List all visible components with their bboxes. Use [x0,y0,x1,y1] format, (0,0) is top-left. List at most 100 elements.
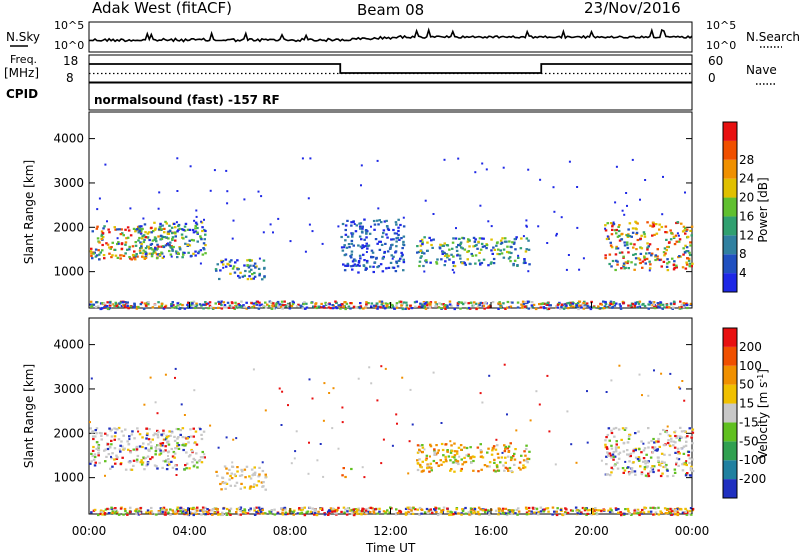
noise-cell [669,372,672,375]
range-cell [398,259,401,262]
range-cell [643,235,647,238]
range-cell [382,229,386,232]
range-cell [655,223,658,226]
range-cell [359,302,362,305]
range-cell [159,442,162,445]
range-cell [242,304,245,307]
range-cell [444,307,447,310]
range-cell [627,304,630,307]
noise-cell [503,363,506,366]
range-cell [358,254,362,257]
range-cell [201,226,204,229]
range-cell [327,513,330,516]
range-cell [365,242,368,245]
noise-cell [360,164,363,167]
range-cell [451,513,454,516]
range-cell [565,508,568,511]
range-cell [442,454,445,457]
range-cell [293,509,296,512]
range-cell [148,428,151,431]
range-cell [520,237,523,240]
range-cell [400,251,403,254]
range-cell [644,262,647,265]
range-cell [607,452,610,455]
range-cell [118,448,122,451]
noise-cell [289,240,292,243]
range-cell [173,435,176,438]
range-cell [659,432,662,436]
range-cell [171,248,174,251]
range-cell [525,444,528,447]
noise-cell [304,250,307,253]
range-cell [143,223,147,226]
range-cell [101,232,105,235]
range-cell [464,263,467,266]
range-cell [239,513,242,516]
range-cell [239,506,243,509]
range-cell [371,507,374,510]
range-cell [521,300,525,303]
range-cell [127,442,131,446]
noise-cell [154,247,157,250]
range-cell [122,234,125,237]
range-cell [436,451,439,454]
range-cell [369,511,372,514]
range-cell [500,241,504,244]
range-cell [182,237,185,240]
noise-cell [280,424,283,426]
range-cell [452,255,455,258]
range-cell [425,457,428,460]
range-cell [670,508,673,511]
range-cell [107,453,111,456]
noise-cell [575,461,578,464]
range-cell [507,469,510,472]
range-cell [684,227,687,230]
range-cell [402,301,406,304]
range-cell [651,446,654,449]
range-cell [146,245,149,248]
range-cell [228,304,232,307]
range-cell [177,252,180,255]
cpid-panel-frame [88,82,693,111]
range-cell [525,248,528,251]
range-cell [384,302,387,305]
range-cell [663,247,667,250]
range-cell [504,447,507,450]
noise-cell [365,251,368,253]
range-cell [647,307,650,310]
range-cell [251,474,254,477]
noise-cell [552,186,555,189]
range-cell [196,506,199,509]
range-cell [384,510,388,514]
range-cell [252,472,255,475]
noise-cell [423,270,426,273]
range-cell [167,237,170,240]
range-cell [653,446,657,449]
range-cell [129,506,132,509]
range-cell [687,454,690,457]
range-cell [487,264,490,267]
range-cell [612,427,616,430]
range-cell [616,467,620,470]
range-cell [439,512,442,515]
range-cell [139,247,142,250]
range-cell [522,466,525,470]
range-cell [429,462,432,465]
range-cell [157,510,161,513]
noise-cell [195,209,198,212]
colorbar-tick-label: 20 [739,191,754,205]
range-cell [458,254,462,257]
noise-cell [407,472,410,475]
range-cell [220,303,223,307]
range-cell [153,303,157,306]
range-cell [432,238,435,241]
colorbar-segment [723,178,737,198]
range-cell [524,261,527,264]
range-cell [440,442,444,446]
range-cell [611,453,615,456]
range-cell [144,251,148,255]
noise-cell [679,387,682,390]
range-cell [419,249,422,252]
range-cell [444,458,448,461]
range-cell [176,302,179,305]
